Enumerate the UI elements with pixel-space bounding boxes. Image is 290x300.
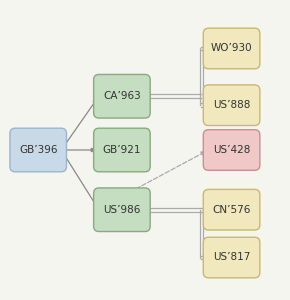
Text: US’888: US’888 — [213, 100, 250, 110]
Text: CA’963: CA’963 — [103, 91, 141, 101]
Text: GB’396: GB’396 — [19, 145, 57, 155]
FancyBboxPatch shape — [94, 188, 150, 232]
Text: US’428: US’428 — [213, 145, 250, 155]
FancyBboxPatch shape — [203, 130, 260, 170]
FancyBboxPatch shape — [94, 74, 150, 118]
Text: US’986: US’986 — [103, 205, 141, 215]
Text: GB’921: GB’921 — [103, 145, 141, 155]
FancyBboxPatch shape — [203, 28, 260, 69]
Text: WO’930: WO’930 — [211, 44, 252, 53]
Text: CN’576: CN’576 — [212, 205, 251, 215]
FancyBboxPatch shape — [203, 189, 260, 230]
FancyBboxPatch shape — [94, 128, 150, 172]
FancyBboxPatch shape — [10, 128, 66, 172]
FancyBboxPatch shape — [203, 237, 260, 278]
Text: US’817: US’817 — [213, 253, 250, 262]
FancyBboxPatch shape — [203, 85, 260, 125]
